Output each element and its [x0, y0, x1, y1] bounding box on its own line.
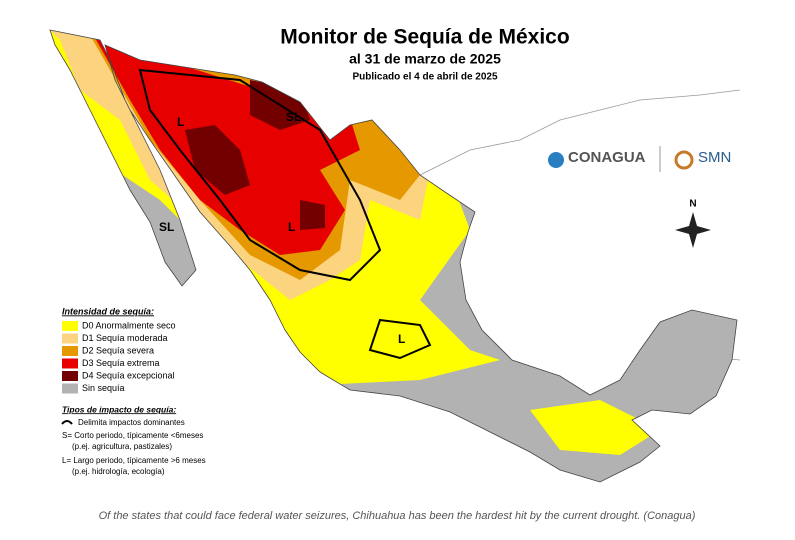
impact-item: (p.ej. agricultura, pastizales): [72, 442, 172, 451]
legend-swatch: [62, 346, 78, 356]
impact-symbol: [61, 420, 73, 425]
legend-label: D2 Sequía severa: [82, 345, 154, 355]
published: Publicado el 4 de abril de 2025: [352, 72, 497, 83]
impact-item: S= Corto periodo, típicamente <6meses: [62, 431, 203, 440]
impact-item: Delimita impactos dominantes: [78, 418, 185, 427]
legend-label: D4 Sequía excepcional: [82, 370, 175, 380]
impact-line: [138, 68, 382, 282]
impact-line-center: [368, 318, 432, 360]
region-d4: [185, 80, 325, 230]
region-d0-south: [530, 400, 660, 455]
country-outline: [49, 29, 738, 483]
impact-title: Tipos de impacto de sequía:: [62, 404, 176, 414]
caption: Of the states that could face federal wa…: [99, 510, 696, 522]
map-label: SL: [286, 110, 301, 124]
compass: [675, 212, 711, 248]
logo-conagua: CONAGUA: [568, 149, 646, 166]
map-label: L: [288, 220, 295, 234]
map-label: L: [177, 115, 184, 129]
title: Monitor de Sequía de México: [280, 26, 569, 49]
legend-swatch: [62, 383, 78, 394]
legend-title: Intensidad de sequía:: [62, 306, 154, 316]
legend-swatch: [62, 371, 78, 381]
map-label: SL: [159, 220, 174, 234]
legend-label: D1 Sequía moderada: [82, 333, 168, 343]
us-coast: [419, 89, 741, 176]
impact-item: (p.ej. hidrología, ecología): [72, 467, 165, 476]
legend-label: Sin sequía: [82, 383, 125, 393]
legend-swatch: [62, 321, 78, 331]
impact-item: L= Largo periodo, típicamente >6 meses: [62, 456, 206, 465]
smn-icon: [674, 150, 694, 170]
legend-label: D0 Anormalmente seco: [82, 320, 176, 330]
logo-smn: SMN: [698, 149, 731, 166]
compass-label: N: [689, 199, 696, 210]
conagua-icon: [548, 152, 564, 168]
legend-label: D3 Sequía extrema: [82, 358, 160, 368]
legend: D0 Anormalmente seco D1 Sequía moderada D2…: [62, 320, 176, 394]
legend-swatch: [62, 333, 78, 344]
subtitle: al 31 de marzo de 2025: [349, 51, 501, 67]
map-label: L: [398, 332, 405, 346]
legend-swatch: [62, 358, 78, 369]
